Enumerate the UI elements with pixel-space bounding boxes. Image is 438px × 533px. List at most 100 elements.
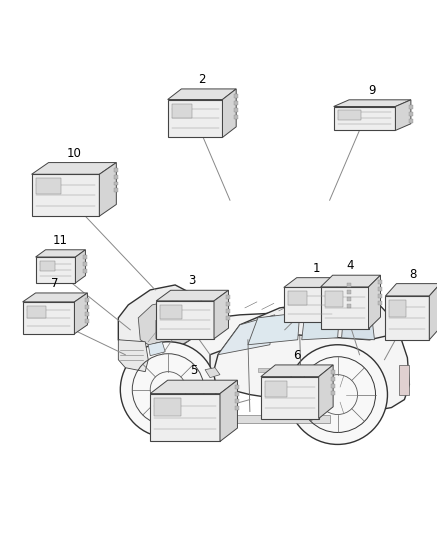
Bar [191, 311, 201, 329]
Bar [32, 174, 99, 216]
Polygon shape [75, 250, 85, 283]
Polygon shape [118, 340, 148, 372]
Polygon shape [220, 380, 237, 441]
Bar [321, 287, 368, 329]
Polygon shape [321, 275, 381, 287]
Bar [334, 107, 396, 131]
Bar [346, 289, 350, 294]
Polygon shape [214, 290, 229, 339]
Text: 2: 2 [198, 73, 206, 86]
Bar [114, 174, 118, 179]
Bar [27, 306, 46, 318]
Polygon shape [156, 290, 229, 301]
Bar [378, 287, 382, 291]
Bar [39, 261, 55, 271]
Polygon shape [261, 365, 333, 377]
Bar [85, 312, 89, 316]
Bar [114, 189, 118, 192]
Bar [331, 377, 335, 381]
Text: 7: 7 [51, 277, 59, 290]
Bar [114, 167, 118, 172]
Polygon shape [118, 312, 410, 411]
Bar [346, 304, 350, 308]
Bar [409, 119, 413, 123]
Text: 9: 9 [368, 84, 376, 97]
Bar [160, 305, 182, 319]
Bar [179, 314, 189, 332]
Bar [236, 406, 240, 410]
Polygon shape [429, 284, 438, 340]
Text: 11: 11 [53, 234, 68, 247]
Bar [338, 110, 361, 119]
Polygon shape [150, 380, 237, 393]
Polygon shape [205, 368, 220, 378]
Polygon shape [118, 285, 210, 360]
Bar [83, 269, 88, 273]
Bar [35, 257, 75, 283]
Bar [288, 292, 307, 305]
Bar [284, 287, 336, 322]
Bar [35, 178, 61, 194]
Bar [378, 301, 382, 305]
Polygon shape [368, 275, 381, 329]
Bar [226, 295, 230, 299]
Circle shape [288, 345, 388, 445]
Bar [83, 255, 88, 259]
Bar [175, 415, 330, 423]
Polygon shape [168, 89, 236, 100]
Bar [226, 309, 230, 313]
Polygon shape [342, 313, 374, 340]
Polygon shape [218, 315, 275, 355]
Bar [236, 392, 240, 396]
Polygon shape [385, 284, 438, 296]
Text: 4: 4 [347, 259, 354, 272]
Bar [226, 302, 230, 306]
Bar [399, 365, 410, 394]
Polygon shape [138, 300, 208, 355]
Polygon shape [302, 312, 339, 340]
Polygon shape [223, 89, 236, 138]
Bar [331, 384, 335, 388]
Bar [331, 370, 335, 374]
Polygon shape [336, 278, 349, 322]
Text: 1: 1 [312, 262, 320, 274]
Bar [346, 296, 350, 301]
Bar [167, 317, 177, 335]
Bar [258, 368, 270, 372]
Polygon shape [334, 100, 411, 107]
Text: 5: 5 [190, 364, 198, 377]
Bar [236, 385, 240, 389]
Bar [172, 103, 192, 118]
Bar [83, 262, 88, 266]
Bar [261, 377, 319, 418]
Bar [389, 300, 406, 317]
Bar [85, 305, 89, 309]
Polygon shape [74, 293, 88, 334]
Bar [234, 101, 238, 105]
Bar [331, 391, 335, 395]
Bar [378, 280, 382, 284]
Bar [154, 398, 181, 416]
Text: 6: 6 [293, 349, 301, 362]
Bar [325, 291, 343, 307]
Bar [155, 320, 165, 338]
Polygon shape [35, 250, 85, 257]
Polygon shape [319, 365, 333, 418]
Bar [385, 296, 429, 340]
Text: 10: 10 [67, 147, 81, 159]
Bar [234, 94, 238, 98]
Bar [226, 316, 230, 320]
Bar [156, 301, 214, 339]
Polygon shape [248, 313, 300, 345]
Circle shape [120, 342, 216, 438]
Bar [409, 112, 413, 116]
Bar [85, 298, 89, 302]
Bar [310, 370, 321, 374]
Bar [265, 381, 287, 397]
Bar [150, 393, 220, 441]
Bar [114, 182, 118, 185]
Polygon shape [396, 100, 411, 131]
Bar [346, 282, 350, 287]
Text: 8: 8 [409, 268, 417, 281]
Bar [168, 100, 223, 138]
